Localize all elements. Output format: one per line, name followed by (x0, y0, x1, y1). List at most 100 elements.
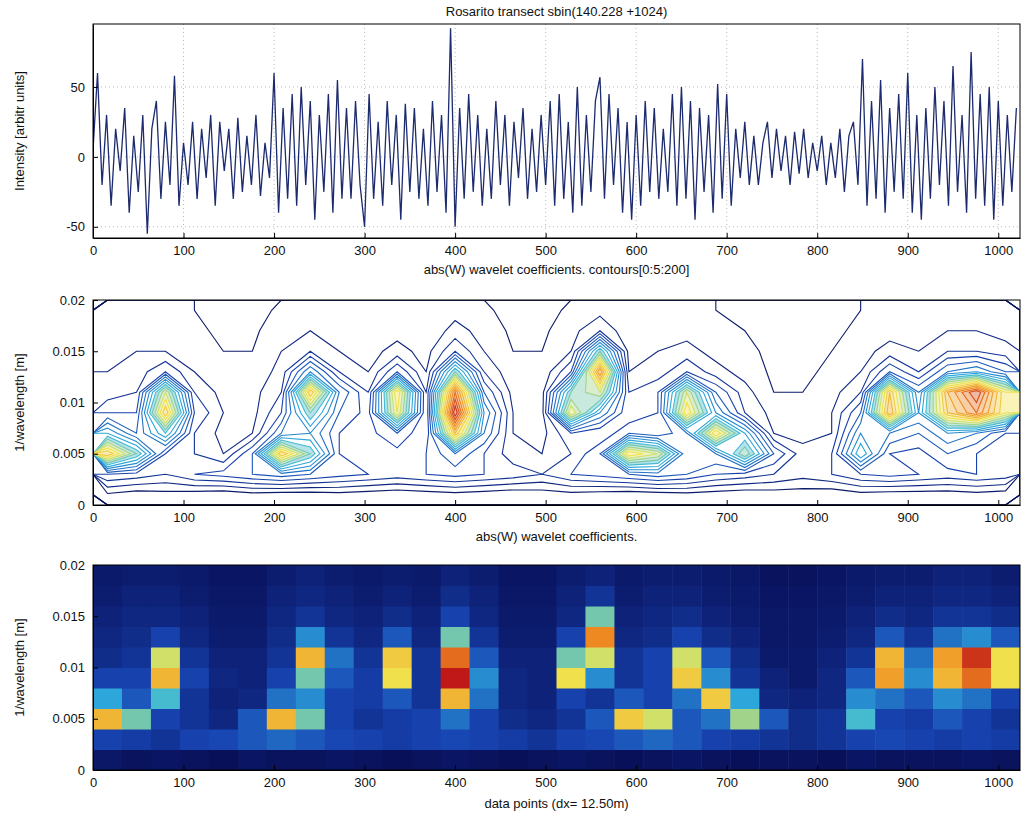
tick-label: 300 (354, 243, 376, 258)
heat-cell (962, 688, 991, 709)
heat-cell (788, 606, 817, 627)
heat-cell (614, 565, 643, 586)
tick-mark (636, 233, 637, 238)
tick-mark (817, 233, 818, 238)
tick-label: 0.02 (60, 293, 85, 308)
heat-cell (933, 668, 962, 689)
contour-line (447, 369, 993, 430)
heat-cell (904, 627, 933, 648)
tick-mark (817, 500, 818, 505)
heat-cell (643, 647, 672, 668)
heat-cell (383, 647, 412, 668)
grid-line (274, 24, 275, 238)
heat-cell (904, 709, 933, 730)
y-axis-title: 1/wavelength [m] (12, 618, 27, 716)
axis-line (94, 505, 1021, 506)
heat-cell (122, 750, 151, 771)
tick: 1000 (984, 500, 1013, 525)
heat-cell (962, 709, 991, 730)
heat-cell (817, 729, 846, 750)
heat-cell (383, 750, 412, 771)
grid-line (93, 24, 94, 238)
heat-cell (238, 668, 267, 689)
heat-cell (643, 668, 672, 689)
heat-cell (730, 709, 759, 730)
heat-cell (412, 565, 441, 586)
heat-cell (296, 627, 325, 648)
tick: 0.02 (60, 558, 98, 573)
heat-cell (557, 627, 586, 648)
heat-cell (296, 729, 325, 750)
heat-cell (991, 729, 1020, 750)
heat-cell (325, 668, 354, 689)
contour-line (93, 334, 1020, 481)
heat-cell (412, 688, 441, 709)
heat-cell (759, 627, 788, 648)
contour-line (450, 389, 985, 423)
tick: 300 (354, 500, 376, 525)
tick-mark (93, 227, 98, 228)
tick-label: 50 (71, 80, 85, 95)
panel-1: abs(W) wavelet coefficients. contours[0:… (12, 262, 1021, 525)
tick-mark (365, 233, 366, 238)
heat-cell (412, 606, 441, 627)
heat-cell (528, 729, 557, 750)
contour-line (93, 331, 1020, 485)
tick-label: 200 (264, 510, 286, 525)
panel-0: Rosarito transect sbin(140.228 +1024)Int… (12, 4, 1021, 258)
heat-cell (325, 688, 354, 709)
heat-cell (614, 647, 643, 668)
heat-cell (904, 688, 933, 709)
x-axis: 01002003004005006007008009001000 (90, 233, 1021, 258)
heat-cell (499, 750, 528, 771)
tick-label: 100 (173, 510, 195, 525)
heat-cell (354, 627, 383, 648)
heat-cell (557, 565, 586, 586)
tick-label: 500 (535, 510, 557, 525)
heat-cell (933, 565, 962, 586)
heat-cell (585, 668, 614, 689)
tick-mark (908, 765, 909, 770)
tick-label: 200 (264, 243, 286, 258)
y-axis-title: Intensity [arbitr units] (12, 71, 27, 191)
heat-cell (180, 565, 209, 586)
tick-label: 400 (445, 510, 467, 525)
axis-line (94, 238, 1021, 239)
heat-cell (643, 606, 672, 627)
heat-cell (412, 729, 441, 750)
heat-cell (325, 606, 354, 627)
heat-cell (267, 647, 296, 668)
heat-cell (180, 627, 209, 648)
heat-cell (296, 688, 325, 709)
contour-line (93, 300, 1020, 505)
heat-cell (759, 709, 788, 730)
heat-cell (788, 688, 817, 709)
heat-cell (383, 606, 412, 627)
tick-label: 800 (807, 243, 829, 258)
heat-cell (759, 606, 788, 627)
heat-cell (528, 668, 557, 689)
heat-cell (209, 627, 238, 648)
heat-cell (846, 606, 875, 627)
heat-cell (875, 565, 904, 586)
heat-cell (325, 729, 354, 750)
tick-label: 0.005 (52, 446, 85, 461)
heat-cell (846, 668, 875, 689)
heat-cell (325, 647, 354, 668)
heat-cell (354, 565, 383, 586)
signal-line (93, 28, 1016, 234)
heat-cell (499, 586, 528, 607)
heat-cell (557, 750, 586, 771)
heat-cell (991, 668, 1020, 689)
tick-mark (184, 765, 185, 770)
heat-cell (122, 709, 151, 730)
heat-cell (151, 627, 180, 648)
heat-cell (904, 647, 933, 668)
heat-cell (759, 647, 788, 668)
heat-cell (643, 709, 672, 730)
heat-cell (933, 750, 962, 771)
tick: 400 (445, 500, 467, 525)
heat-cell (701, 709, 730, 730)
heat-cell (788, 750, 817, 771)
tick-label: 300 (354, 510, 376, 525)
